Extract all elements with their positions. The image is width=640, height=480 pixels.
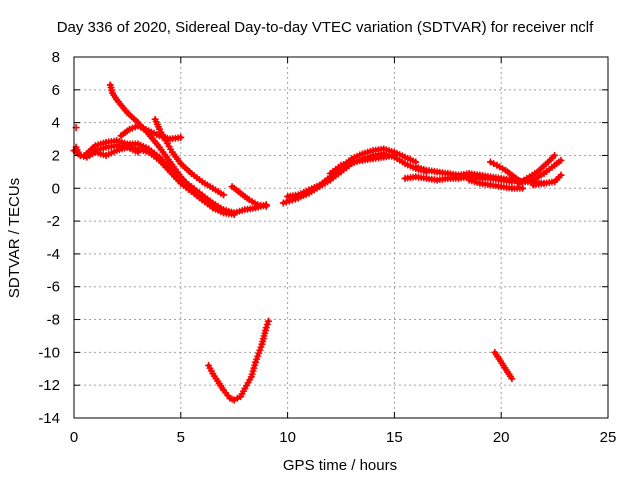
x-axis-label: GPS time / hours bbox=[283, 457, 397, 474]
x-tick-label: 5 bbox=[177, 429, 185, 446]
y-tick-label: -12 bbox=[38, 377, 60, 394]
data-point bbox=[263, 320, 271, 328]
series-track-j bbox=[326, 151, 398, 178]
data-point bbox=[390, 151, 398, 159]
series-track-r bbox=[205, 317, 272, 404]
data-point bbox=[519, 184, 527, 192]
y-tick-label: -10 bbox=[38, 344, 60, 361]
data-point bbox=[557, 171, 565, 179]
data-point bbox=[262, 324, 270, 332]
data-point bbox=[551, 151, 559, 159]
x-tick-label: 25 bbox=[600, 429, 617, 446]
x-tick-label: 20 bbox=[493, 429, 510, 446]
x-tick-label: 10 bbox=[279, 429, 296, 446]
series-track-p bbox=[514, 151, 559, 187]
y-tick-label: 0 bbox=[52, 180, 60, 197]
y-tick-label: 6 bbox=[52, 82, 60, 99]
data-point bbox=[177, 133, 185, 141]
series-track-l bbox=[412, 163, 548, 187]
y-tick-label: 8 bbox=[52, 49, 60, 66]
x-tick-label: 0 bbox=[70, 429, 78, 446]
y-tick-label: -14 bbox=[38, 410, 60, 427]
y-axis-label: SDTVAR / TECUs bbox=[6, 178, 23, 298]
y-tick-label: -8 bbox=[47, 312, 60, 329]
axis-ticks: 0 5 10 15 20 25 -14 -12 -10 -8 -6 -4 -2 0 2 4 6 8 bbox=[38, 49, 616, 446]
series-track-q bbox=[529, 171, 565, 189]
series-track-s bbox=[491, 348, 516, 383]
y-tick-label: -6 bbox=[47, 279, 60, 296]
series-track-m bbox=[465, 176, 527, 192]
y-tick-label: 4 bbox=[52, 115, 60, 132]
chart-title: Day 336 of 2020, Sidereal Day-to-day VTE… bbox=[57, 19, 594, 36]
data-point bbox=[264, 317, 272, 325]
data-point bbox=[262, 202, 270, 210]
data-point bbox=[508, 375, 516, 383]
series-track-g bbox=[228, 183, 270, 210]
plot-frame bbox=[73, 56, 609, 419]
x-tick-label: 15 bbox=[386, 429, 403, 446]
series-track-f bbox=[117, 122, 185, 143]
data-point bbox=[557, 156, 565, 164]
series-track-d bbox=[106, 81, 238, 219]
data-point bbox=[230, 211, 238, 219]
y-tick-label: -4 bbox=[47, 246, 60, 263]
y-tick-label: 2 bbox=[52, 147, 60, 164]
y-tick-label: -2 bbox=[47, 213, 60, 230]
series-track-e bbox=[151, 115, 228, 199]
data-series-group bbox=[70, 81, 565, 404]
data-point bbox=[220, 191, 228, 199]
